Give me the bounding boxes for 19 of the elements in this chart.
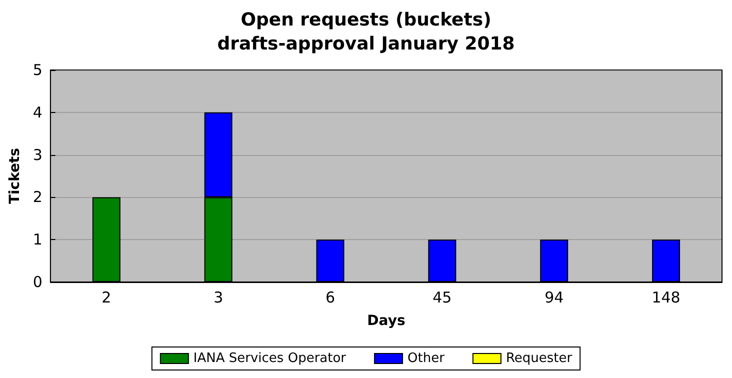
chart-subtitle: drafts-approval January 2018 xyxy=(217,34,515,54)
x-tick-label: 2 xyxy=(102,288,112,306)
x-axis-title: Days xyxy=(367,313,406,329)
y-tick-label: 1 xyxy=(32,230,42,249)
y-tick-label: 2 xyxy=(32,188,42,206)
x-tick-label: 94 xyxy=(544,288,564,306)
y-tick-label: 5 xyxy=(32,61,42,79)
y-tick-label: 3 xyxy=(32,146,42,164)
x-tick-label: 6 xyxy=(325,288,336,306)
legend-label: Requester xyxy=(506,351,573,366)
y-tick-label: 4 xyxy=(32,103,42,122)
legend-label: IANA Services Operator xyxy=(193,351,347,366)
chart-title: Open requests (buckets) xyxy=(240,10,492,30)
x-tick-label: 3 xyxy=(214,288,224,306)
y-axis-title: Tickets xyxy=(7,148,23,204)
x-tick-label: 45 xyxy=(432,288,452,306)
x-tick-label: 148 xyxy=(652,288,680,306)
legend-label: Other xyxy=(408,351,446,366)
y-tick-label: 0 xyxy=(32,273,42,291)
